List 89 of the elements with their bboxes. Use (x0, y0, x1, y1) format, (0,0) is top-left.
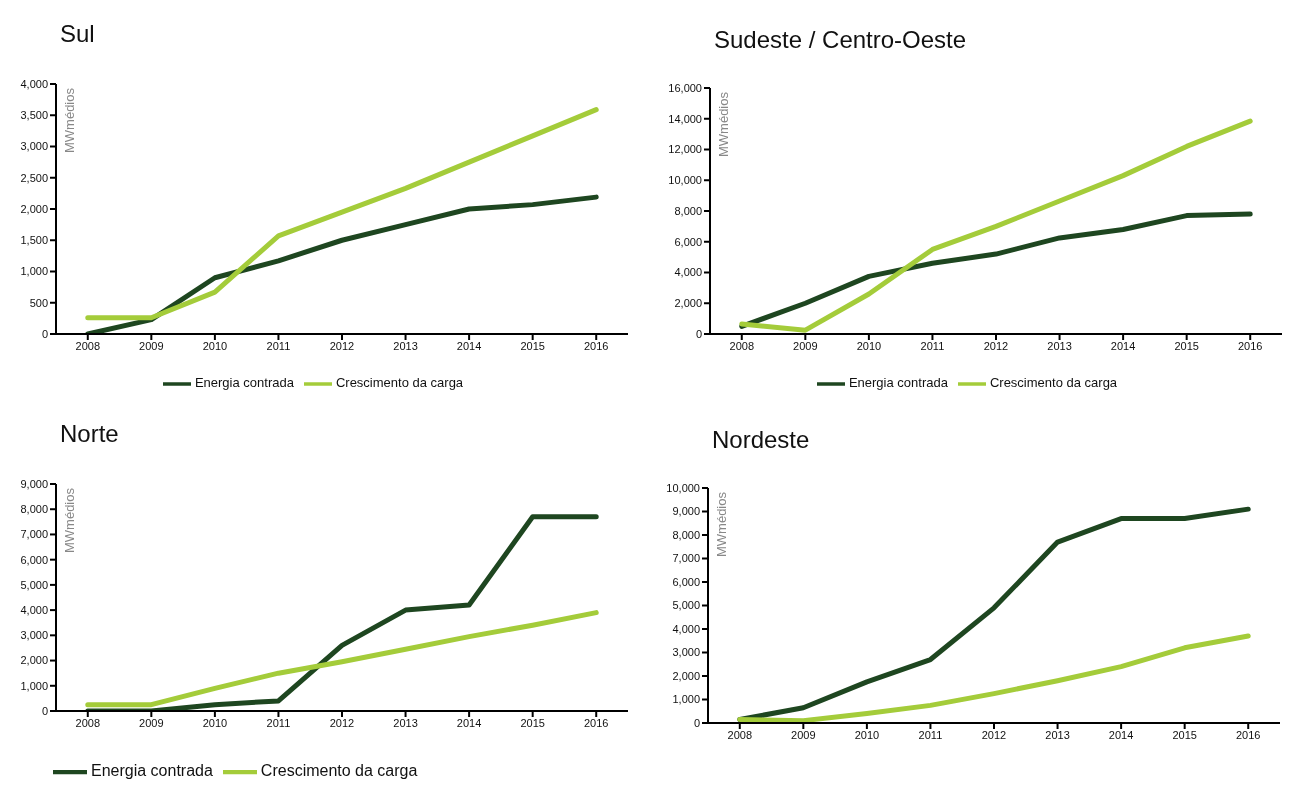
chart-title: Sudeste / Centro-Oeste (714, 26, 967, 54)
y-tick-label: 8,000 (20, 503, 48, 516)
x-tick-label: 2013 (393, 339, 418, 352)
y-tick-label: 6,000 (672, 575, 700, 588)
y-tick-label: 7,000 (672, 552, 700, 565)
y-tick-label: 1,000 (20, 679, 48, 692)
y-tick-label: 2,000 (20, 202, 48, 215)
y-tick-label: 0 (693, 716, 700, 729)
x-tick-label: 2011 (920, 339, 945, 352)
x-tick-label: 2012 (329, 716, 355, 729)
x-tick-label: 2008 (75, 339, 101, 352)
chart-title: Norte (60, 420, 119, 448)
x-tick-label: 2008 (75, 716, 101, 729)
x-tick-label: 2013 (1045, 728, 1070, 741)
y-tick-label: 3,000 (20, 629, 48, 642)
y-tick-label: 8,000 (672, 528, 700, 541)
y-tick-label: 3,000 (672, 646, 700, 659)
y-tick-label: 6,000 (674, 235, 702, 248)
x-tick-label: 2010 (854, 728, 880, 741)
y-tick-label: 1,500 (20, 234, 48, 247)
y-tick-label: 9,000 (672, 505, 700, 518)
x-tick-label: 2015 (1172, 728, 1197, 741)
y-tick-label: 2,500 (20, 171, 48, 184)
y-tick-label: 4,000 (20, 77, 48, 90)
y-tick-label: 10,000 (666, 481, 700, 494)
y-tick-label: 8,000 (674, 204, 702, 217)
x-tick-label: 2014 (1110, 339, 1136, 352)
y-tick-label: 0 (695, 327, 702, 340)
y-tick-label: 3,000 (20, 140, 48, 153)
y-axis-title: MWmédios (62, 87, 77, 154)
y-tick-label: 6,000 (20, 553, 48, 566)
x-tick-label: 2015 (520, 339, 545, 352)
x-tick-label: 2014 (1108, 728, 1134, 741)
x-tick-label: 2016 (1237, 339, 1263, 352)
y-tick-label: 0 (41, 704, 48, 717)
x-tick-label: 2014 (456, 339, 482, 352)
y-tick-label: 2,000 (20, 654, 48, 667)
legend-label: Energia contrada (848, 375, 948, 391)
chart-title: Sul (60, 20, 95, 48)
x-tick-label: 2015 (520, 716, 545, 729)
x-tick-label: 2010 (202, 339, 228, 352)
y-tick-label: 0 (41, 327, 48, 340)
y-axis-title: MWmédios (714, 491, 729, 558)
x-tick-label: 2016 (1235, 728, 1261, 741)
x-tick-label: 2010 (856, 339, 882, 352)
x-tick-label: 2013 (393, 716, 418, 729)
y-tick-label: 4,000 (674, 266, 702, 279)
y-tick-label: 1,000 (20, 265, 48, 278)
x-tick-label: 2009 (139, 339, 164, 352)
x-tick-label: 2012 (981, 728, 1007, 741)
y-tick-label: 7,000 (20, 528, 48, 541)
y-tick-label: 4,000 (20, 604, 48, 617)
y-tick-label: 9,000 (20, 477, 48, 490)
x-tick-label: 2008 (727, 728, 753, 741)
x-tick-label: 2016 (583, 716, 609, 729)
y-tick-label: 3,500 (20, 109, 48, 122)
x-tick-label: 2009 (791, 728, 816, 741)
x-tick-label: 2009 (139, 716, 164, 729)
y-axis-title: MWmédios (716, 91, 731, 158)
y-tick-label: 5,000 (20, 578, 48, 591)
y-tick-label: 1,000 (672, 693, 700, 706)
x-tick-label: 2010 (202, 716, 228, 729)
legend-label: Energia contrada (194, 375, 294, 391)
y-tick-label: 5,000 (672, 599, 700, 612)
x-tick-label: 2015 (1174, 339, 1199, 352)
x-tick-label: 2016 (583, 339, 609, 352)
legend-label: Energia contrada (91, 762, 213, 780)
x-tick-label: 2011 (266, 716, 291, 729)
x-tick-label: 2011 (266, 339, 291, 352)
y-tick-label: 12,000 (668, 143, 702, 156)
y-tick-label: 2,000 (674, 297, 702, 310)
x-tick-label: 2011 (918, 728, 943, 741)
x-tick-label: 2013 (1047, 339, 1072, 352)
x-tick-label: 2009 (793, 339, 818, 352)
legend-label: Crescimento da carga (335, 375, 464, 391)
x-tick-label: 2014 (456, 716, 482, 729)
y-tick-label: 14,000 (668, 112, 702, 125)
y-tick-label: 4,000 (672, 622, 700, 635)
y-axis-title: MWmédios (62, 487, 77, 554)
y-tick-label: 500 (29, 296, 48, 309)
x-tick-label: 2012 (329, 339, 355, 352)
chart-title: Nordeste (712, 426, 810, 454)
y-tick-label: 10,000 (668, 174, 702, 187)
x-tick-label: 2008 (729, 339, 755, 352)
y-tick-label: 2,000 (672, 669, 700, 682)
x-tick-label: 2012 (983, 339, 1009, 352)
y-tick-label: 16,000 (668, 81, 702, 94)
legend-label: Crescimento da carga (989, 375, 1118, 391)
legend-label: Crescimento da carga (260, 762, 418, 780)
